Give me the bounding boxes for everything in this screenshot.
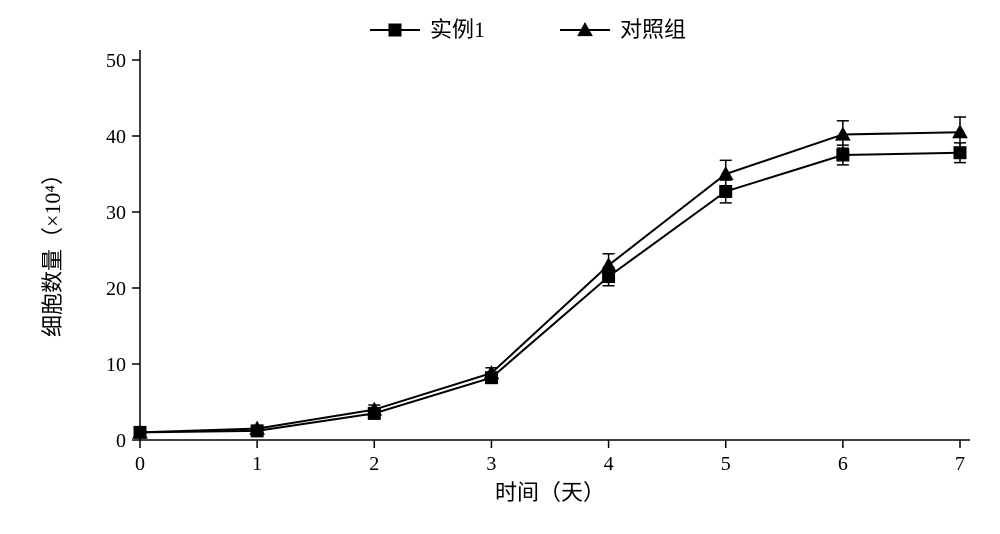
y-axis-label: 细胞数量（×10⁴） bbox=[40, 163, 65, 337]
y-tick-label: 20 bbox=[106, 278, 126, 300]
y-tick-label: 40 bbox=[106, 126, 126, 148]
chart-svg: 0 10 20 30 40 50 0 1 2 3 4 5 6 7 时间（天） 细胞数量（×10⁴） 实例1 对照组 bbox=[0, 0, 1000, 534]
y-tick-label: 50 bbox=[106, 50, 126, 72]
x-tick-label: 1 bbox=[252, 453, 262, 475]
x-tick-label: 4 bbox=[604, 453, 614, 475]
x-tick-label: 5 bbox=[721, 453, 731, 475]
x-tick-label: 7 bbox=[955, 453, 965, 475]
legend: 实例1 对照组 bbox=[370, 17, 686, 42]
y-tick-label: 0 bbox=[116, 430, 126, 452]
y-tick-label: 30 bbox=[106, 202, 126, 224]
chart-container: { "chart": { "type": "line", "width": 10… bbox=[0, 0, 1000, 534]
legend-label-s2: 对照组 bbox=[620, 17, 686, 42]
x-tick-label: 2 bbox=[369, 453, 379, 475]
x-axis-label: 时间（天） bbox=[495, 480, 605, 505]
y-tick-label: 10 bbox=[106, 354, 126, 376]
legend-label-s1: 实例1 bbox=[430, 17, 485, 42]
series-s1 bbox=[134, 143, 966, 439]
x-tick-label: 3 bbox=[486, 453, 496, 475]
x-tick-label: 6 bbox=[838, 453, 848, 475]
x-tick-label: 0 bbox=[135, 453, 145, 475]
